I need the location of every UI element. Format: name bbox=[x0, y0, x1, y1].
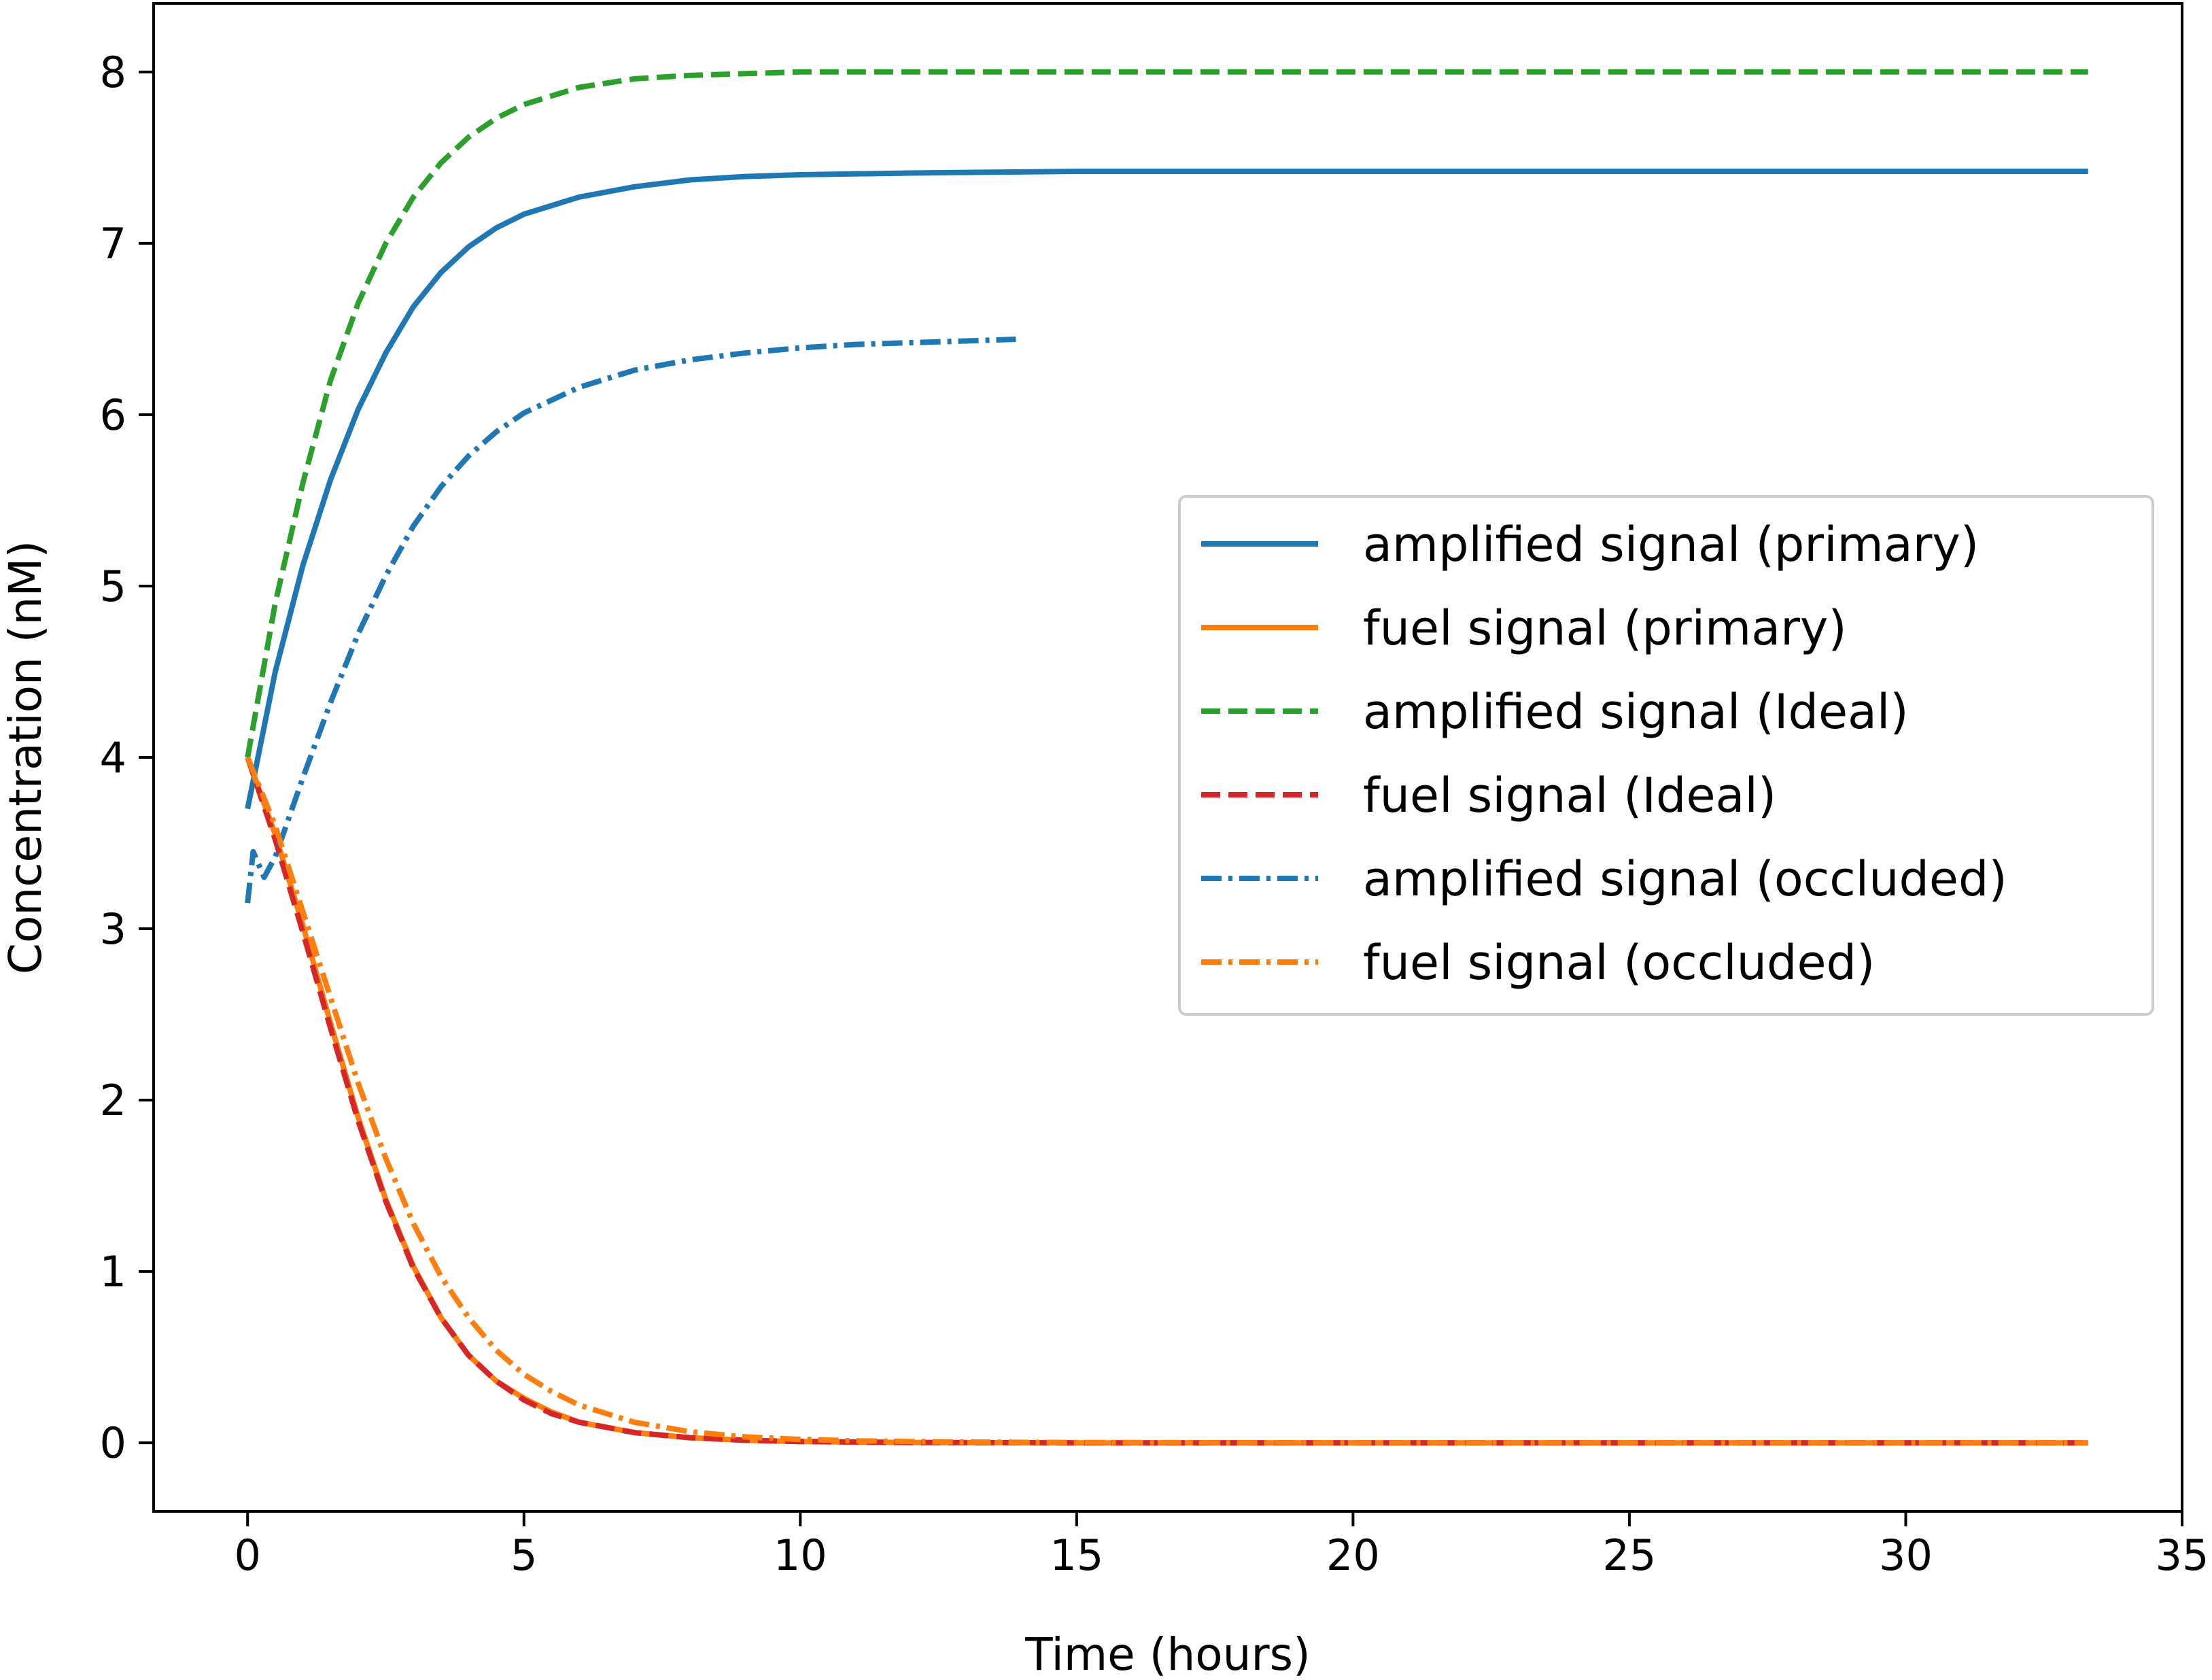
legend: amplified signal (primary) fuel signal (p… bbox=[1178, 495, 2154, 1016]
legend-box bbox=[1178, 495, 2154, 1016]
series-line-5 bbox=[245, 337, 1016, 904]
legend-label: amplified signal (primary) bbox=[1363, 517, 1979, 572]
x-axis: 0 5 10 15 20 25 30 35 bbox=[234, 1511, 2209, 1580]
y-tick-label: 8 bbox=[100, 48, 126, 97]
x-tick-label: 0 bbox=[234, 1530, 260, 1580]
x-tick-label: 10 bbox=[774, 1530, 827, 1580]
x-tick-label: 35 bbox=[2156, 1530, 2209, 1580]
y-tick-label: 1 bbox=[100, 1247, 126, 1297]
series-line-3 bbox=[245, 69, 2088, 758]
legend-label: fuel signal (occluded) bbox=[1363, 935, 1875, 991]
y-tick-label: 3 bbox=[100, 904, 126, 954]
y-tick-label: 7 bbox=[100, 219, 126, 269]
y-tick-label: 4 bbox=[100, 733, 126, 783]
series-layer bbox=[245, 69, 2088, 1446]
legend-label: amplified signal (occluded) bbox=[1363, 851, 2007, 907]
x-axis-label: Time (hours) bbox=[1024, 1628, 1311, 1680]
x-tick-label: 30 bbox=[1879, 1530, 1933, 1580]
y-tick-label: 2 bbox=[100, 1076, 126, 1125]
x-tick-label: 25 bbox=[1602, 1530, 1656, 1580]
series-line-1 bbox=[245, 169, 2088, 810]
y-axis-label: Concentration (nM) bbox=[0, 541, 52, 974]
x-tick-label: 5 bbox=[511, 1530, 537, 1580]
legend-label: amplified signal (Ideal) bbox=[1363, 684, 1909, 740]
y-axis: 0 1 2 3 4 5 6 7 8 bbox=[100, 48, 154, 1468]
y-tick-label: 0 bbox=[100, 1418, 126, 1468]
x-tick-label: 20 bbox=[1326, 1530, 1380, 1580]
series-line-6 bbox=[245, 756, 2088, 1446]
x-tick-label: 15 bbox=[1050, 1530, 1103, 1580]
y-tick-label: 5 bbox=[100, 562, 126, 611]
y-tick-label: 6 bbox=[100, 390, 126, 440]
legend-label: fuel signal (primary) bbox=[1363, 600, 1847, 656]
legend-label: fuel signal (Ideal) bbox=[1363, 768, 1776, 823]
